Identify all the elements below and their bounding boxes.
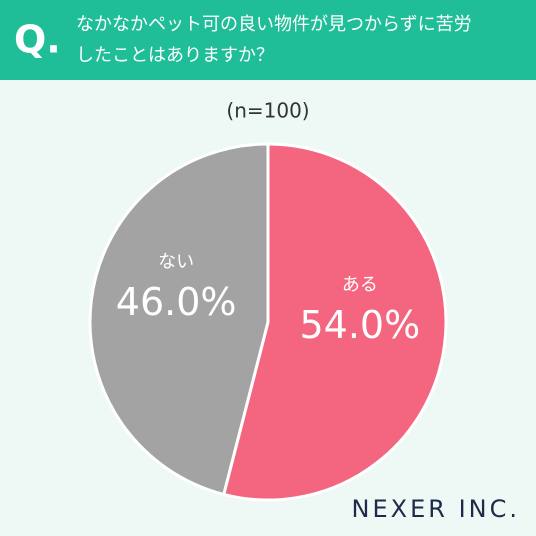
logo: NEXER INC. (352, 495, 520, 523)
value-label: 46.0% (116, 280, 237, 324)
title-line: したことはありますか？ (76, 45, 274, 66)
subtitle: (n=100) (226, 99, 309, 123)
pie (88, 142, 448, 502)
title-line: なかなかペット可の良い物件が見つからずに苦労 (76, 14, 472, 35)
value-label: 54.0% (299, 303, 420, 347)
header-band (0, 0, 536, 80)
pie-slice (88, 142, 270, 497)
pie-slice (221, 142, 448, 502)
slice-label: ない (158, 251, 194, 272)
question-mark: Q. (14, 18, 61, 62)
slice-label: ある (342, 275, 378, 296)
